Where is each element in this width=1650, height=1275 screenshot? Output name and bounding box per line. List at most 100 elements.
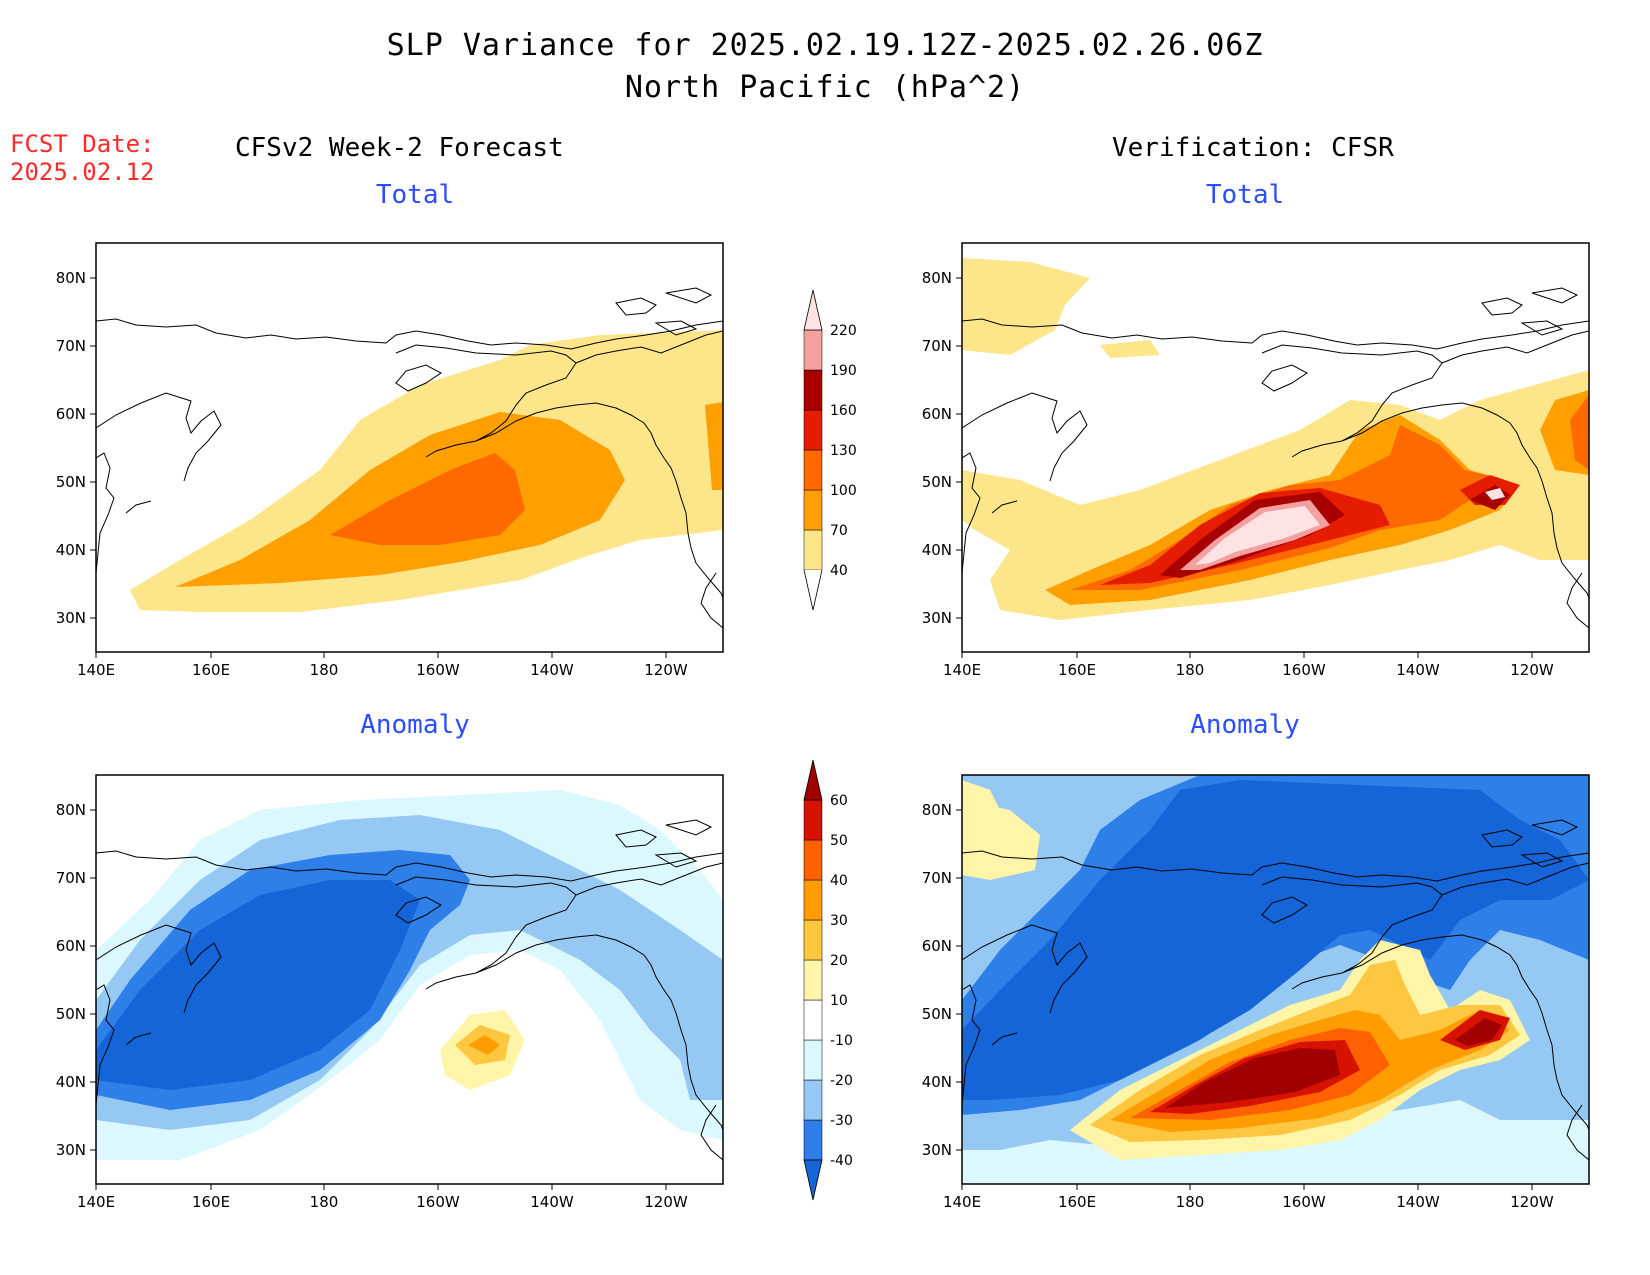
colorbar-swatch xyxy=(803,959,823,1001)
lat-tick-label: 80N xyxy=(922,801,952,819)
colorbar-end-low xyxy=(803,569,823,611)
lon-tick-label: 180 xyxy=(310,1193,339,1211)
colorbar-swatch xyxy=(803,1079,823,1121)
lat-tick-label: 30N xyxy=(56,1141,86,1159)
colorbar-swatch xyxy=(803,489,823,531)
lat-tick-label: 30N xyxy=(922,1141,952,1159)
colorbar-tick-label: -40 xyxy=(830,1153,853,1169)
colorbar-swatch xyxy=(803,999,823,1041)
colorbar-end-high xyxy=(803,759,823,801)
lon-tick-label: 180 xyxy=(1176,661,1205,679)
main-title: SLP Variance for 2025.02.19.12Z-2025.02.… xyxy=(386,28,1264,63)
lat-tick-label: 30N xyxy=(56,609,86,627)
colorbar-swatch xyxy=(803,799,823,841)
panel-title-bottom-left: Anomaly xyxy=(360,710,470,740)
lon-tick-label: 160W xyxy=(416,661,460,679)
lon-tick-label: 160W xyxy=(416,1193,460,1211)
panel-title-top-right: Total xyxy=(1205,180,1285,210)
lat-tick-label: 80N xyxy=(56,269,86,287)
colorbar-tick-label: 30 xyxy=(830,913,848,929)
lat-tick-label: 50N xyxy=(922,1005,952,1023)
map-forecast-total xyxy=(95,242,724,653)
map-verification-total xyxy=(961,242,1590,653)
lat-tick-label: 60N xyxy=(56,405,86,423)
colorbar-tick-label: 40 xyxy=(830,563,848,579)
lon-tick-label: 120W xyxy=(644,1193,688,1211)
lon-tick-label: 160E xyxy=(1058,661,1096,679)
lon-tick-label: 140W xyxy=(530,661,574,679)
lon-tick-label: 160W xyxy=(1282,661,1326,679)
lat-tick-label: 50N xyxy=(56,1005,86,1023)
colorbar-tick-label: 130 xyxy=(830,443,857,459)
colorbar-swatch xyxy=(803,839,823,881)
colorbar-anomaly: -40 -30 -20 -10 10 20 30 40 50 60 xyxy=(803,759,853,1201)
lon-tick-label: 140E xyxy=(943,1193,981,1211)
colorbar-end-low xyxy=(803,1159,823,1201)
lat-tick-label: 70N xyxy=(922,869,952,887)
colorbar-swatch xyxy=(803,1039,823,1081)
colorbar-tick-label: -30 xyxy=(830,1113,853,1129)
lat-tick-label: 40N xyxy=(56,541,86,559)
lon-tick-label: 140W xyxy=(530,1193,574,1211)
colorbar-tick-label: 70 xyxy=(830,523,848,539)
lon-tick-label: 160E xyxy=(192,1193,230,1211)
panel-title-top-left: Total xyxy=(375,180,455,210)
forecast-date-value: 2025.02.12 xyxy=(10,158,155,186)
lon-tick-label: 180 xyxy=(310,661,339,679)
left-column-title: CFSv2 Week-2 Forecast xyxy=(235,133,564,163)
lon-tick-label: 160W xyxy=(1282,1193,1326,1211)
lat-tick-label: 50N xyxy=(922,473,952,491)
colorbar-swatch xyxy=(803,329,823,371)
main-subtitle: North Pacific (hPa^2) xyxy=(624,70,1026,105)
colorbar-tick-label: 50 xyxy=(830,833,848,849)
forecast-date-label: FCST Date: xyxy=(10,130,155,158)
colorbar-tick-label: 220 xyxy=(830,323,857,339)
colorbar-tick-label: 10 xyxy=(830,993,848,1009)
lat-tick-label: 40N xyxy=(56,1073,86,1091)
lon-tick-label: 120W xyxy=(1510,661,1554,679)
colorbar-swatch xyxy=(803,449,823,491)
lon-tick-label: 120W xyxy=(1510,1193,1554,1211)
lat-tick-label: 70N xyxy=(922,337,952,355)
colorbar-tick-label: 160 xyxy=(830,403,857,419)
colorbar-swatch xyxy=(803,919,823,961)
colorbar-tick-label: 100 xyxy=(830,483,857,499)
panel-title-bottom-right: Anomaly xyxy=(1190,710,1300,740)
colorbar-tick-label: -20 xyxy=(830,1073,853,1089)
colorbar-end-high xyxy=(803,289,823,331)
lon-tick-label: 140W xyxy=(1396,1193,1440,1211)
colorbar-swatch xyxy=(803,409,823,451)
map-verification-anomaly xyxy=(961,774,1590,1185)
lon-tick-label: 140E xyxy=(77,661,115,679)
colorbar-tick-label: 60 xyxy=(830,793,848,809)
colorbar-swatch xyxy=(803,879,823,921)
lon-tick-label: 140E xyxy=(77,1193,115,1211)
lon-tick-label: 120W xyxy=(644,661,688,679)
colorbar-tick-label: 40 xyxy=(830,873,848,889)
lat-tick-label: 70N xyxy=(56,869,86,887)
colorbar-tick-label: 190 xyxy=(830,363,857,379)
lat-tick-label: 40N xyxy=(922,541,952,559)
lat-tick-label: 80N xyxy=(56,801,86,819)
lat-tick-label: 60N xyxy=(56,937,86,955)
lon-tick-label: 140W xyxy=(1396,661,1440,679)
lon-tick-label: 160E xyxy=(1058,1193,1096,1211)
lat-tick-label: 50N xyxy=(56,473,86,491)
lat-tick-label: 60N xyxy=(922,937,952,955)
colorbar-swatch xyxy=(803,1119,823,1161)
colorbar-total: 40 70 100 130 160 190 220 xyxy=(803,289,857,611)
axis-labels: 80N 70N 60N 50N 40N 30N 140E 160E 180 160W 140W 120… xyxy=(56,269,1554,1211)
lat-tick-label: 30N xyxy=(922,609,952,627)
colorbar-swatch xyxy=(803,529,823,571)
lon-tick-label: 140E xyxy=(943,661,981,679)
lat-tick-label: 80N xyxy=(922,269,952,287)
lon-tick-label: 180 xyxy=(1176,1193,1205,1211)
lat-tick-label: 60N xyxy=(922,405,952,423)
lon-tick-label: 160E xyxy=(192,661,230,679)
lat-tick-label: 70N xyxy=(56,337,86,355)
map-forecast-anomaly xyxy=(95,774,724,1185)
right-column-title: Verification: CFSR xyxy=(1112,133,1394,163)
lat-tick-label: 40N xyxy=(922,1073,952,1091)
colorbar-tick-label: -10 xyxy=(830,1033,853,1049)
